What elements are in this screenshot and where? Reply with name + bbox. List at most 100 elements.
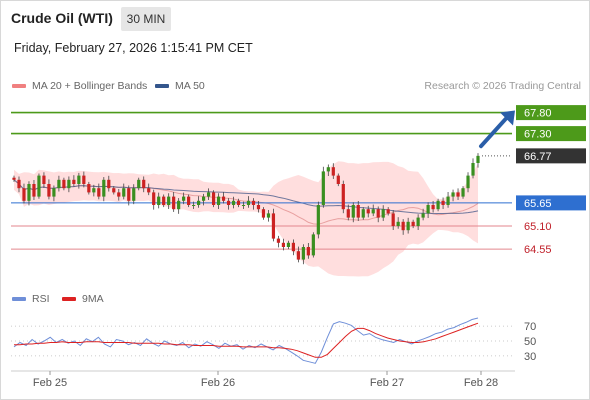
candle-body xyxy=(172,196,176,210)
candle-body xyxy=(291,242,295,252)
candle-body xyxy=(92,188,96,193)
candle-body xyxy=(421,213,425,218)
candle-body xyxy=(182,196,186,201)
legend-rsi: RSI xyxy=(12,293,50,305)
candle-body xyxy=(471,163,475,176)
x-tick-label: Feb 27 xyxy=(370,377,404,389)
candle-body xyxy=(157,196,161,205)
candle-body xyxy=(386,209,390,214)
candle-body xyxy=(17,179,21,189)
candle-body xyxy=(62,179,66,189)
candle-body xyxy=(27,184,31,201)
candle-body xyxy=(112,188,116,193)
candle-body xyxy=(466,175,470,189)
timeframe-badge[interactable]: 30 MIN xyxy=(121,7,171,31)
candle-body xyxy=(216,196,221,205)
timestamp: Friday, February 27, 2026 1:15:41 PM CET xyxy=(14,41,253,55)
candle-body xyxy=(316,205,320,235)
candle-body xyxy=(451,192,455,197)
level-tag-bg-2 xyxy=(516,148,586,164)
candle-body xyxy=(72,179,76,184)
candle-body xyxy=(57,179,61,189)
candle-body xyxy=(137,179,141,189)
candle-body xyxy=(162,196,166,205)
candle-body xyxy=(271,213,276,239)
candle-body xyxy=(102,179,106,197)
candle-body xyxy=(197,200,201,205)
candle-body xyxy=(47,184,51,197)
ma50-line xyxy=(13,179,479,215)
candle-body xyxy=(406,221,410,231)
level-tag-3: 65.65 xyxy=(524,198,552,210)
candle-body xyxy=(167,196,171,205)
rsi-ma-label: 9MA xyxy=(82,293,104,305)
candle-body xyxy=(177,200,181,210)
level-tag-2: 66.77 xyxy=(524,151,552,163)
candle-body xyxy=(221,196,226,201)
candle-body xyxy=(356,205,360,218)
x-tick-label: Feb 26 xyxy=(201,377,235,389)
candle-body xyxy=(192,205,196,206)
candle-body xyxy=(231,200,236,205)
candle-body xyxy=(236,200,241,205)
candle-body xyxy=(476,155,480,163)
candle-body xyxy=(276,238,281,243)
candle-body xyxy=(376,209,380,218)
rsi-tick-label: 50 xyxy=(524,336,536,348)
trend-arrow-head xyxy=(500,110,515,126)
candle-body xyxy=(127,188,131,201)
candle-body xyxy=(52,188,56,197)
candle-body xyxy=(12,177,16,180)
level-tag-bg-0 xyxy=(516,105,586,121)
candle-body xyxy=(456,192,460,197)
candle-body xyxy=(152,192,156,205)
level-tag-bg-1 xyxy=(516,126,586,142)
legend-ma20: MA 20 + Bollinger Bands xyxy=(12,80,147,92)
credit-text: Research © 2026 Trading Central xyxy=(424,80,581,92)
candle-body xyxy=(142,179,146,189)
candle-body xyxy=(411,221,415,226)
candle-body xyxy=(107,179,111,189)
ma20-swatch xyxy=(12,84,26,88)
candle-body xyxy=(391,213,395,226)
candle-body xyxy=(206,192,211,197)
candle-body xyxy=(246,200,251,205)
candle-body xyxy=(32,184,36,197)
candle-body xyxy=(42,175,46,184)
candle-body xyxy=(301,247,305,260)
candle-body xyxy=(117,192,121,197)
candles xyxy=(12,153,480,265)
candle-body xyxy=(366,209,370,214)
candle-body xyxy=(446,196,450,205)
candle-body xyxy=(261,209,266,218)
candle-body xyxy=(251,200,256,205)
rsi-ma-swatch xyxy=(62,297,76,301)
legend-rsi-ma: 9MA xyxy=(62,293,104,305)
candle-body xyxy=(281,242,286,247)
candle-body xyxy=(311,234,315,256)
ma50-swatch xyxy=(155,84,169,88)
candle-body xyxy=(97,188,101,197)
candle-body xyxy=(416,217,420,226)
candle-body xyxy=(326,167,330,172)
x-tick-label: Feb 28 xyxy=(464,377,498,389)
candle-body xyxy=(351,205,355,218)
candle-body xyxy=(321,171,325,205)
candle-body xyxy=(431,205,435,210)
candle-body xyxy=(256,205,261,210)
candle-body xyxy=(296,251,300,260)
legend-ma50: MA 50 xyxy=(155,80,205,92)
level-tag-0: 67.80 xyxy=(524,108,552,120)
candle-body xyxy=(132,188,136,201)
candle-body xyxy=(371,209,375,214)
candle-body xyxy=(436,200,440,210)
x-tick-label: Feb 25 xyxy=(33,377,67,389)
candle-body xyxy=(187,196,191,205)
candle-body xyxy=(306,247,310,256)
candle-body xyxy=(211,192,216,205)
candle-body xyxy=(336,175,340,184)
level-tag-5: 64.55 xyxy=(524,244,552,256)
rsi-tick-label: 30 xyxy=(524,351,536,363)
candle-body xyxy=(346,209,350,218)
